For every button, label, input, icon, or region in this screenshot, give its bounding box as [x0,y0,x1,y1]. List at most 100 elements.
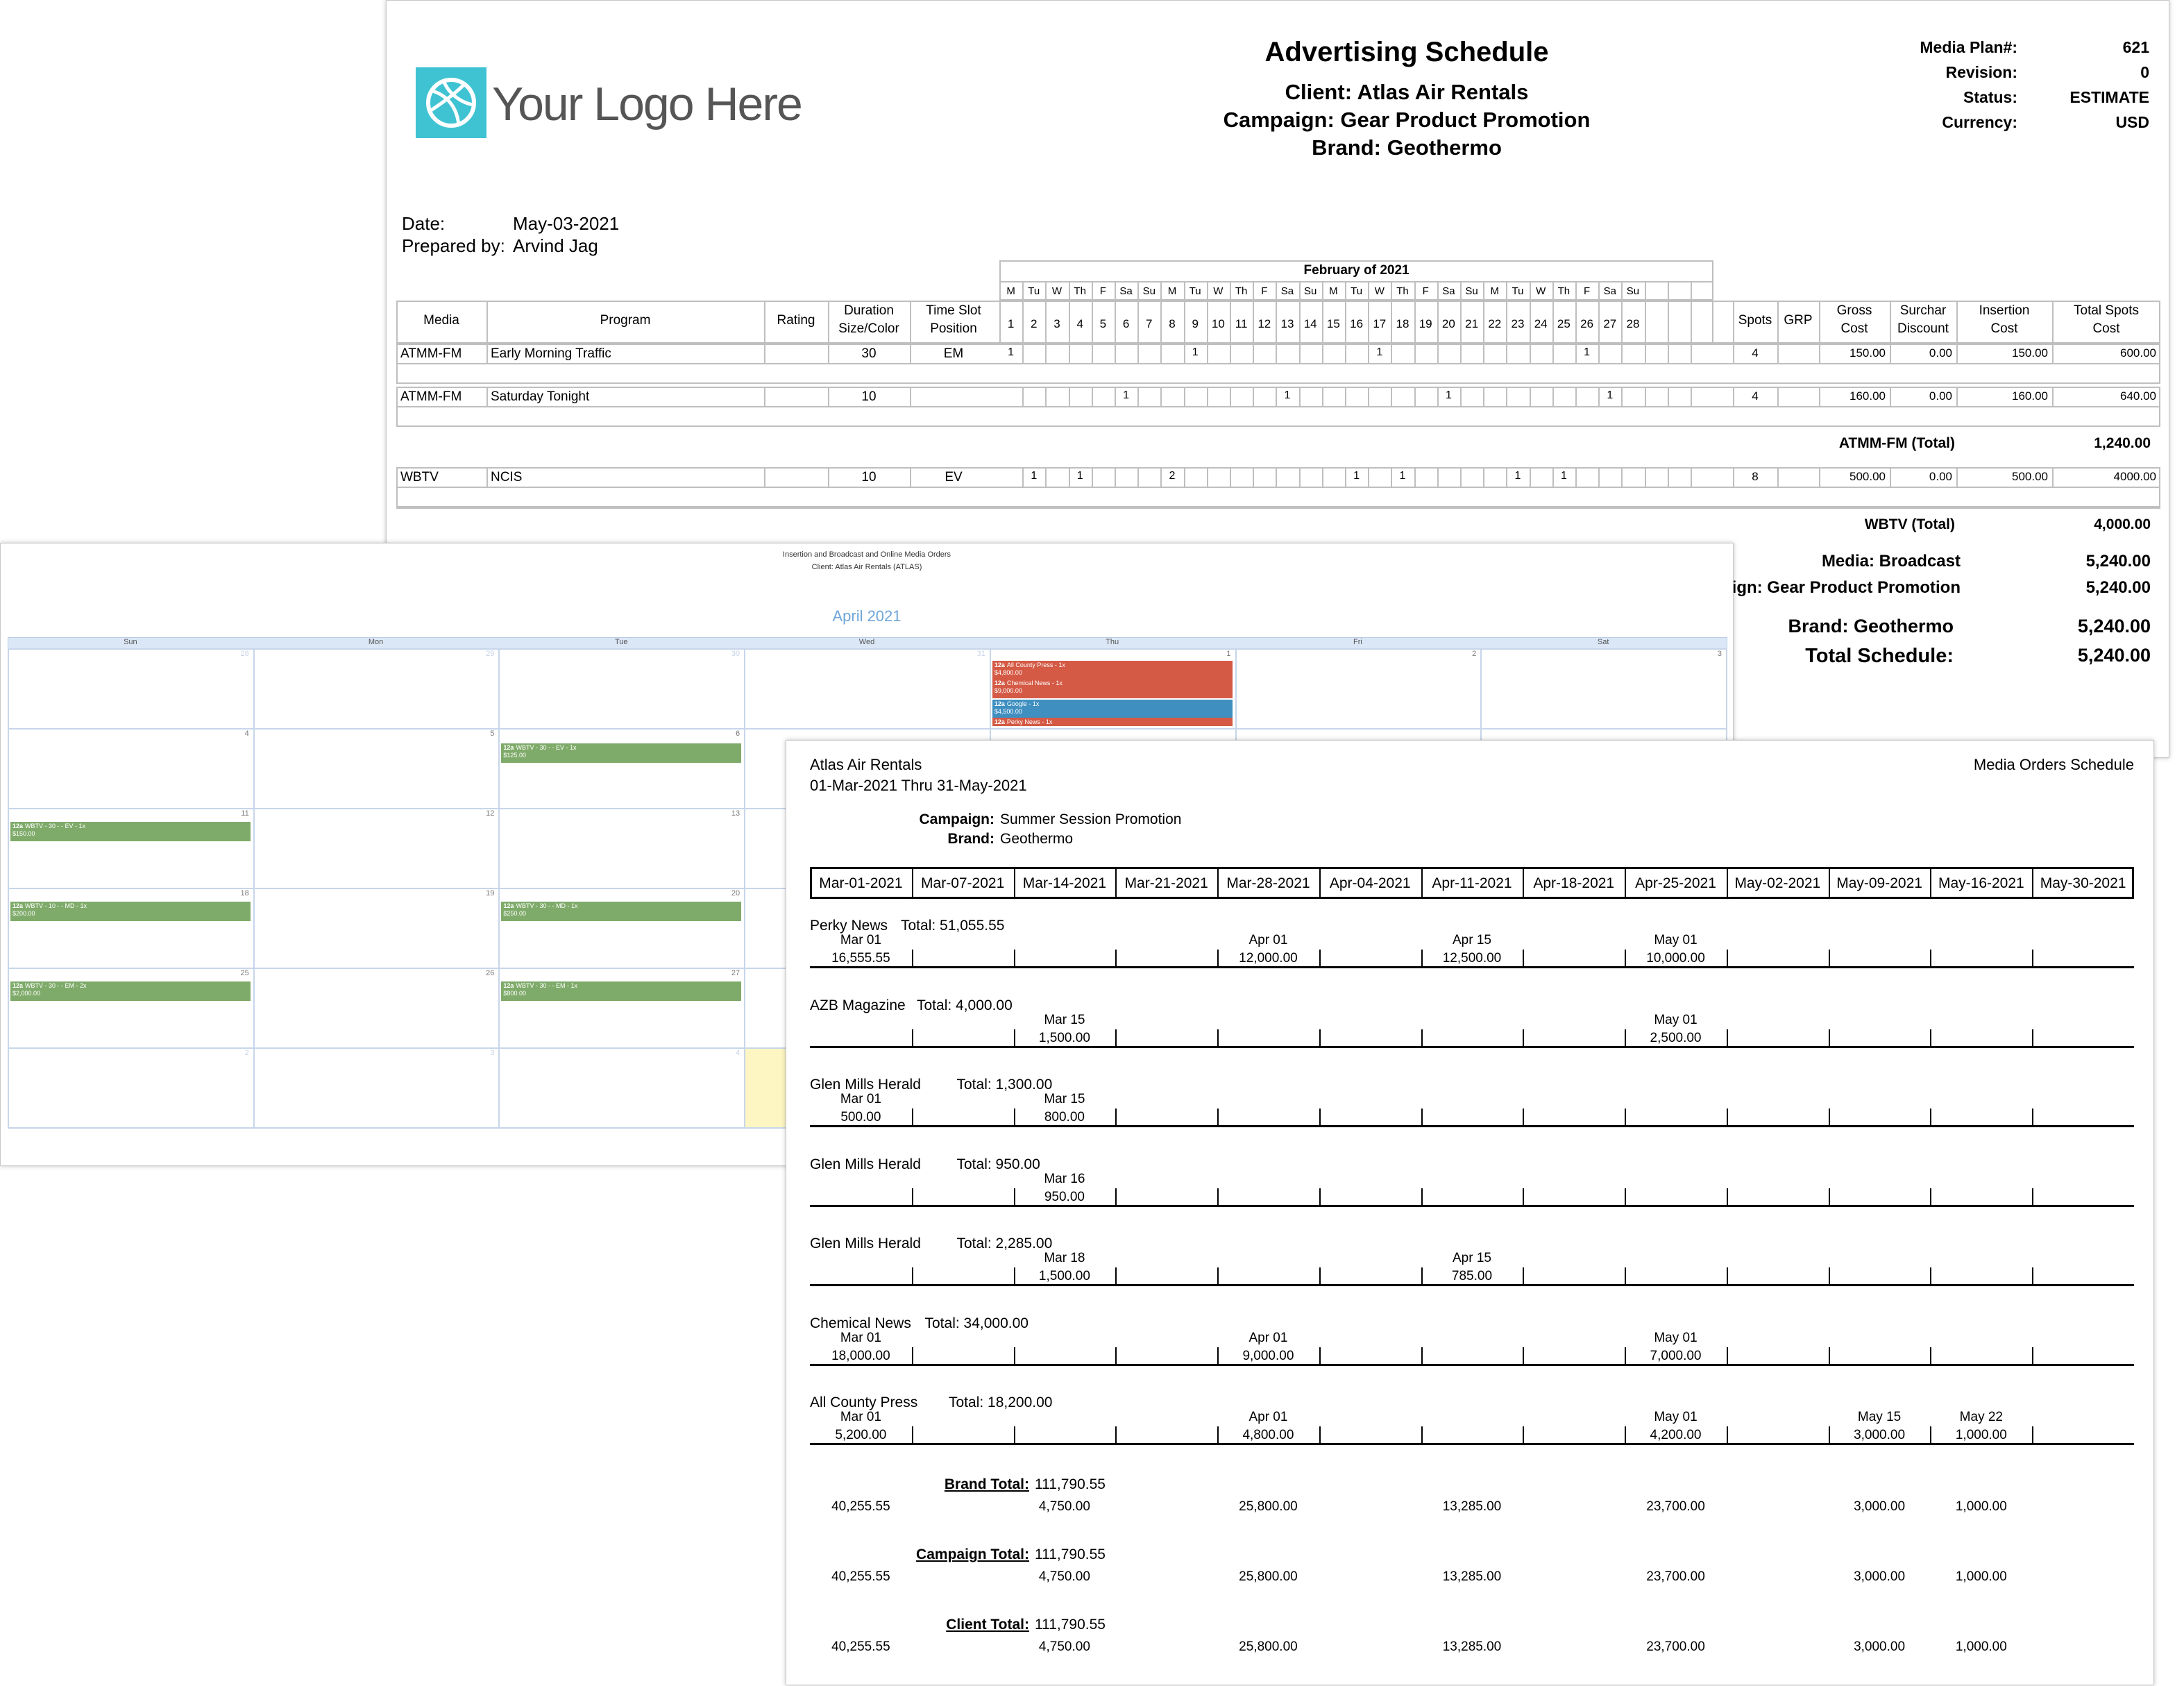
column-tick [1319,1347,1321,1364]
column-total: 25,800.00 [1239,1499,1298,1514]
column-tick [1217,1347,1219,1364]
summary-media-value: 5,240.00 [2085,552,2151,571]
header-surchar: Surchar [1899,303,1947,318]
row-divider [486,344,488,364]
day-number: 9 [1192,317,1199,330]
row-divider [1733,467,1734,488]
column-tick [1523,1108,1525,1125]
day-divider [1667,281,1669,344]
day-number: 23 [1511,317,1525,330]
row-day-divider [1115,387,1116,407]
media-name: Chemical News [810,1315,911,1331]
column-tick [1115,950,1117,966]
calendar-event[interactable]: 12a Chemical News - 1x $9,000.00 [992,679,1233,698]
header-divider [1890,301,1891,344]
column-tick [1319,1029,1321,1046]
day-divider [1298,281,1301,344]
row-day-divider [1230,467,1231,488]
row-day-divider [1621,467,1623,488]
row-surchar: 0.00 [1929,470,1952,483]
day-number: 20 [1441,317,1455,330]
column-tick [1013,1188,1015,1205]
entry-amount: 3,000.00 [1854,1428,1906,1442]
event-label: WBTV - 30 - - EV - 1x [516,744,577,751]
entry-date: Mar 01 [840,1330,881,1345]
column-tick [1625,1029,1627,1046]
calendar-event[interactable]: 12a Google - 1x $4,500.00 [992,700,1233,719]
row-divider [828,467,829,488]
row-day-divider [1137,467,1140,488]
page-title: Advertising Schedule [1264,37,1549,67]
calendar-event[interactable]: 12a WBTV - 30 - - EM - 1x $800.00 [501,981,742,1001]
column-total: 4,750.00 [1038,1499,1090,1514]
day-number: 11 [1235,317,1248,330]
column-tick [1115,1347,1117,1364]
media-name: AZB Magazine [810,997,906,1013]
event-time: 12a [12,823,24,829]
row-divider [1956,467,1958,488]
logo: Your Logo Here [416,67,803,140]
day-divider [1460,281,1462,344]
weekday-label: Su [1626,285,1640,297]
calendar-event[interactable]: 12a WBTV - 30 - - EV - 1x $150.00 [10,822,251,841]
row-divider [1890,344,1891,364]
calendar-event[interactable]: 12a WBTV - 10 - - MD - 1x $200.00 [10,902,251,921]
week-label: Apr-25-2021 [1635,875,1716,891]
event-time: 12a [503,982,514,989]
row-day-divider [1598,344,1600,364]
row-timeslot: EM [943,346,964,361]
row-day-divider [1552,344,1554,364]
calendar-event[interactable]: 12a All County Press - 1x $4,800.00 [992,661,1233,680]
weekday-name: Sat [1597,638,1609,646]
schedule-row-spacer [396,406,2160,427]
column-tick [1930,1267,1932,1284]
schedule-row [396,344,2160,364]
event-label: WBTV - 10 - - MD - 1x [25,902,87,909]
entry-date: Mar 01 [840,933,881,947]
calendar-event[interactable]: 12a WBTV - 30 - - EM - 2x $2,000.00 [10,981,251,1001]
row-divider [2052,344,2054,364]
row-day-divider [1437,344,1439,364]
meta-value: ESTIMATE [2069,88,2149,106]
calendar-event[interactable]: 12a Perky News - 1x [992,718,1233,726]
row-day-divider [1321,344,1323,364]
column-total: 4,750.00 [1038,1639,1090,1654]
column-total: 3,000.00 [1854,1569,1906,1584]
calendar-event[interactable]: 12a WBTV - 30 - - MD - 1x $250.00 [501,902,742,921]
calendar-day-number: 29 [486,650,495,658]
calendar-month: April 2021 [832,607,901,625]
row-surchar: 0.00 [1929,389,1952,403]
row-day-divider [1068,344,1070,364]
group-underline [810,1204,2134,1207]
day-number: 3 [1053,317,1060,330]
calendar-day-number: 2 [244,1049,249,1057]
calendar-event[interactable]: 12a WBTV - 30 - - EV - 1x $125.00 [501,743,742,763]
entry-date: Mar 15 [1044,1012,1085,1027]
day-number: 25 [1557,317,1571,330]
weekday-label: F [1261,285,1268,297]
event-time: 12a [994,718,1005,725]
entry-date: May 15 [1857,1410,1902,1424]
row-day-divider [1183,467,1185,488]
column-tick [1523,1029,1525,1046]
column-tick [1217,950,1219,966]
weekday-label: F [1422,285,1429,297]
event-label: Perky News - 1x [1006,718,1053,725]
column-tick [1013,1267,1015,1284]
column-tick [1421,1347,1423,1364]
week-label: May-02-2021 [1734,875,1821,891]
column-tick [1319,1267,1321,1284]
row-day-divider [1068,467,1070,488]
column-tick [911,950,913,966]
header-rating: Rating [777,313,815,328]
entry-amount: 785.00 [1451,1269,1493,1283]
week-divider [1523,867,1525,899]
column-tick [1726,1347,1728,1364]
weekday-label: F [1099,285,1106,297]
row-day-divider [1667,344,1669,364]
media-orders-sheet: Atlas Air Rentals 01-Mar-2021 Thru 31-Ma… [786,740,2154,1685]
row-day-divider [1321,387,1323,407]
date-range: 01-Mar-2021 Thru 31-May-2021 [810,777,1027,794]
entry-date: Mar 01 [840,1410,881,1424]
day-number: 7 [1146,317,1153,330]
